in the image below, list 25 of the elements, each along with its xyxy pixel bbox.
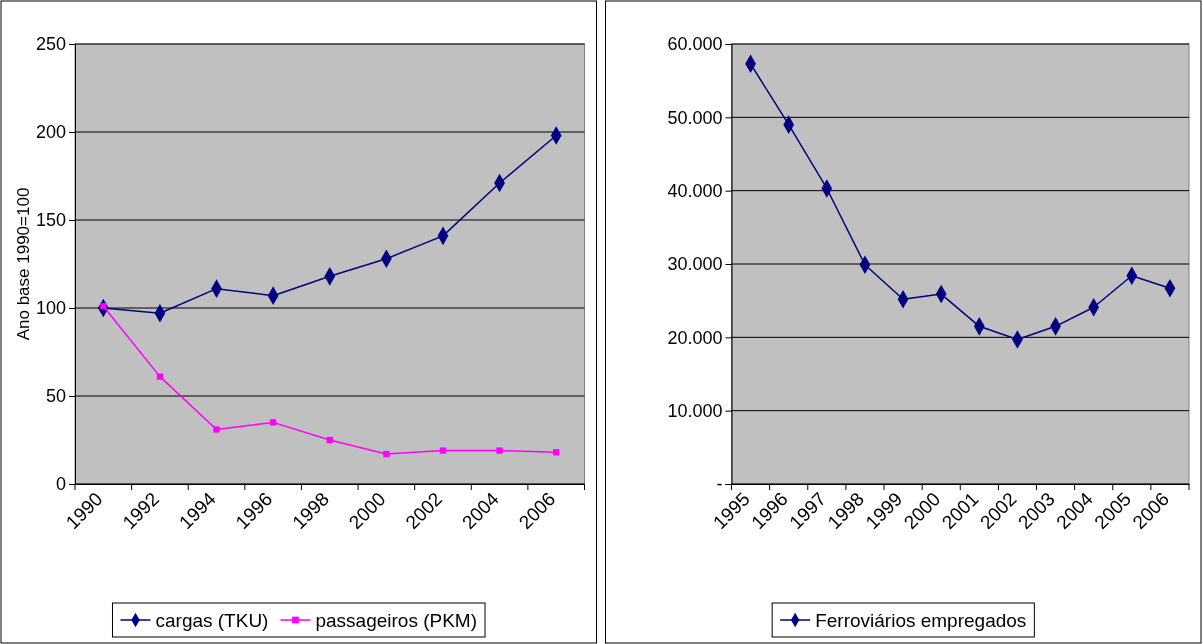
y-tick-label: 0 [55, 474, 66, 495]
y-tick-label: 100 [35, 298, 66, 319]
y-tick-label: 10.000 [667, 400, 723, 421]
legend-label: passageiros (PKM) [315, 609, 478, 631]
point [383, 450, 390, 458]
y-tick-label: 30.000 [667, 254, 723, 275]
y-tick-label: 250 [35, 34, 66, 55]
point [496, 447, 503, 454]
point [553, 449, 560, 456]
y-tick-label: 60.000 [667, 34, 723, 55]
y-tick-label: 20.000 [667, 327, 723, 348]
point [269, 419, 277, 426]
point [439, 447, 447, 454]
point [156, 373, 164, 380]
point [213, 426, 220, 433]
legend-label: Ferroviários empregados [815, 609, 1027, 631]
point [326, 436, 333, 444]
legend-label: cargas (TKU) [155, 609, 269, 631]
y-tick-label: 50 [45, 386, 66, 407]
y-tick-label: 40.000 [667, 180, 723, 201]
y-tick-label: 150 [35, 210, 66, 231]
y-tick-label: 50.000 [667, 107, 723, 128]
y-tick-label: 200 [35, 122, 66, 143]
y-axis-title: Ano base 1990=100 [13, 187, 33, 341]
y-tick-label: - [716, 474, 723, 495]
